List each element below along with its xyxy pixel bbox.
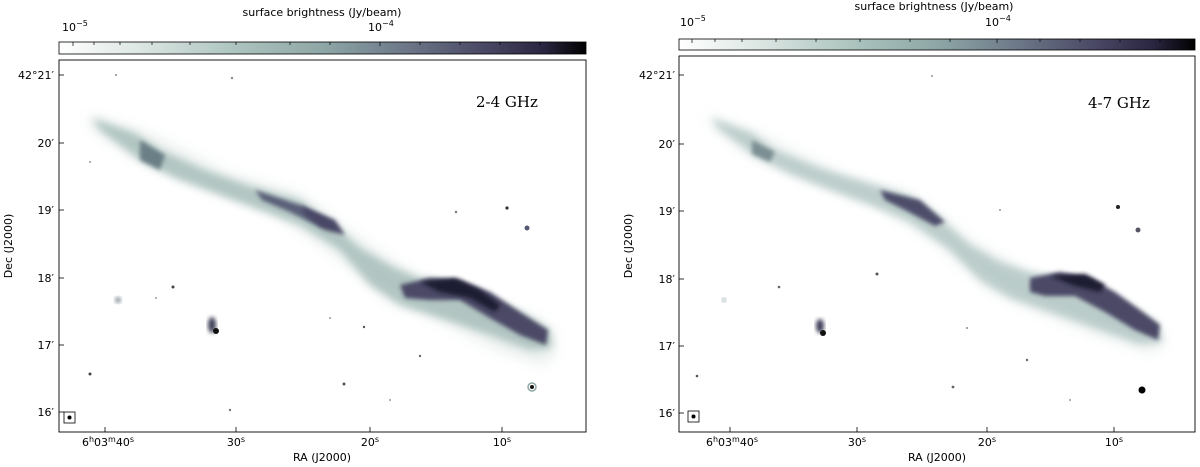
- ra-tick-label: 10s: [1105, 435, 1123, 449]
- colorbar-label: surface brightness (Jy/beam): [855, 0, 1014, 13]
- colorbar-tick-label-1e-5: 10−5: [62, 19, 88, 34]
- radio-image-2-4ghz: [88, 74, 556, 412]
- colorbar-ticks: [691, 39, 1161, 43]
- svg-text:10−5: 10−5: [680, 14, 706, 29]
- dec-tick-label: 17′: [38, 339, 55, 352]
- colorbar-tick-label-1e-5: 10−5: [680, 14, 706, 29]
- band-label: 2-4 GHz: [476, 93, 538, 111]
- dec-tick-label: 19′: [659, 205, 676, 218]
- dec-tick-label: 42°21′: [639, 69, 675, 82]
- axis-ticks: [679, 74, 1115, 432]
- ra-tick-label: 30s: [227, 435, 245, 449]
- dec-tick-label: 16′: [659, 407, 676, 420]
- image-frame: [58, 59, 587, 433]
- ra-tick-label: 30s: [848, 435, 866, 449]
- colorbar-tick-label-1e-4: 10−4: [985, 14, 1011, 29]
- dec-tick-label: 42°21′: [18, 69, 54, 82]
- colorbar-tick-label-1e-4: 10−4: [368, 19, 394, 34]
- ra-tick-label: 6h03m40s: [82, 435, 134, 449]
- dec-tick-label: 17′: [659, 340, 676, 353]
- dec-tick-label: 19′: [38, 204, 55, 217]
- panel-4-7ghz: surface brightness (Jy/beam) 10−5 10−4: [622, 0, 1196, 464]
- svg-text:10−5: 10−5: [62, 19, 88, 34]
- y-axis-title: Dec (J2000): [622, 214, 635, 279]
- dec-tick-label: 18′: [38, 272, 55, 285]
- colorbar-ticks: [72, 42, 541, 46]
- svg-text:10−4: 10−4: [985, 14, 1011, 29]
- ra-tick-label: 20s: [978, 435, 996, 449]
- image-frame: [678, 55, 1196, 433]
- panel-2-4ghz: surface brightness (Jy/beam) 10−5 10−4: [2, 6, 587, 464]
- ra-tick-label: 10s: [493, 435, 511, 449]
- band-label: 4-7 GHz: [1088, 94, 1150, 112]
- dec-tick-label: 20′: [659, 138, 676, 151]
- y-axis-title: Dec (J2000): [2, 214, 15, 279]
- x-axis-title: RA (J2000): [908, 451, 966, 464]
- ra-tick-label: 20s: [361, 435, 379, 449]
- svg-text:10−4: 10−4: [368, 19, 394, 34]
- dec-tick-label: 20′: [38, 137, 55, 150]
- dec-tick-label: 18′: [659, 273, 676, 286]
- colorbar: [58, 41, 587, 55]
- colorbar-label: surface brightness (Jy/beam): [243, 6, 402, 19]
- colorbar: [678, 38, 1196, 51]
- dec-tick-label: 16′: [38, 406, 55, 419]
- ra-tick-label: 6h03m40s: [706, 435, 758, 449]
- axis-ticks: [59, 74, 503, 432]
- x-axis-title: RA (J2000): [293, 451, 351, 464]
- radio-image-4-7ghz: [695, 75, 1165, 401]
